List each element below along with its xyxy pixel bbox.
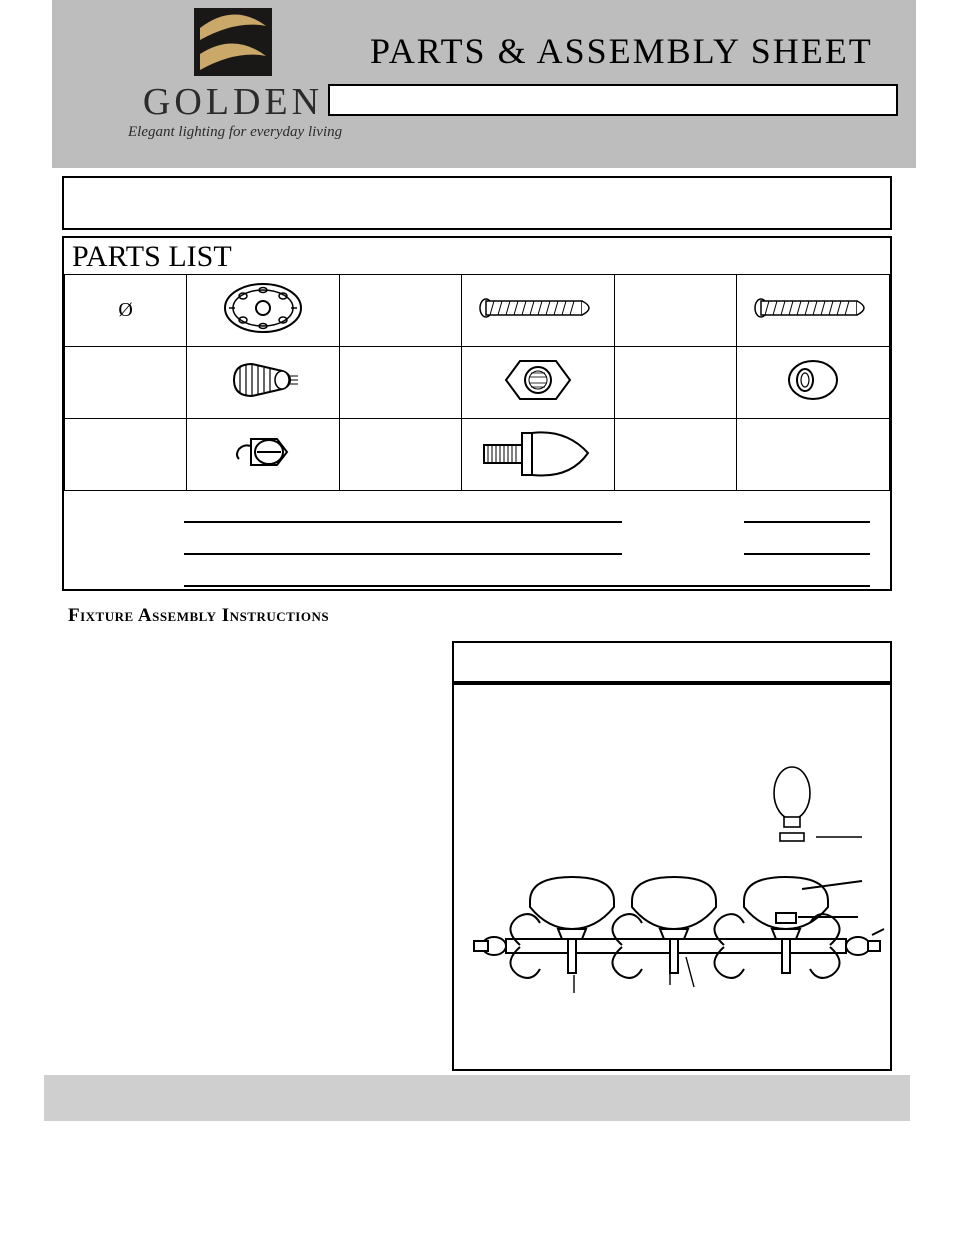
part-image-cell <box>462 347 615 419</box>
table-row <box>65 347 890 419</box>
header-band: GOLDEN Elegant lighting for everyday liv… <box>52 0 916 168</box>
parts-list-heading: PARTS LIST <box>64 238 890 274</box>
brand-logo: GOLDEN Elegant lighting for everyday liv… <box>128 8 338 141</box>
signature-line <box>184 521 622 523</box>
hex-nut-icon <box>502 355 574 405</box>
table-row: Ø <box>65 275 890 347</box>
parts-list-box: PARTS LIST Ø <box>62 236 892 591</box>
fixture-diagram-icon <box>454 685 890 1069</box>
qty-cell: Ø <box>65 275 187 347</box>
part-image-cell <box>462 275 615 347</box>
part-image-cell <box>462 419 615 491</box>
finial-bulb-icon <box>478 423 598 481</box>
qty-cell <box>614 347 736 419</box>
ground-screw-icon <box>231 429 295 475</box>
signature-lines-area <box>64 491 890 589</box>
model-number-box <box>328 84 898 116</box>
signature-line <box>744 553 870 555</box>
part-image-cell <box>187 419 340 491</box>
footer-band <box>44 1075 910 1121</box>
logo-mark-icon <box>194 8 272 76</box>
part-image-cell <box>187 275 340 347</box>
qty-cell <box>65 347 187 419</box>
part-image-cell <box>187 347 340 419</box>
diagram-title-box <box>452 641 892 683</box>
wire-nut-icon <box>224 358 302 402</box>
instructions-heading: Fixture Assembly Instructions <box>68 605 954 627</box>
fixture-diagram-box <box>452 683 892 1071</box>
logo-wordmark: GOLDEN <box>128 80 338 124</box>
notice-box <box>62 176 892 230</box>
qty-cell <box>614 419 736 491</box>
signature-line <box>744 521 870 523</box>
ball-cap-icon <box>783 357 843 403</box>
signature-line <box>184 553 622 555</box>
diagram-region <box>62 641 892 1071</box>
signature-line <box>184 585 870 587</box>
qty-cell <box>339 419 461 491</box>
part-image-cell <box>737 419 890 491</box>
logo-tagline: Elegant lighting for everyday living <box>128 124 338 141</box>
qty-cell <box>614 275 736 347</box>
table-row <box>65 419 890 491</box>
long-screw-icon <box>478 296 598 320</box>
long-screw-icon <box>753 296 873 320</box>
qty-cell <box>339 347 461 419</box>
page: GOLDEN Elegant lighting for everyday liv… <box>0 0 954 1121</box>
qty-cell <box>339 275 461 347</box>
part-image-cell <box>737 347 890 419</box>
qty-cell <box>65 419 187 491</box>
page-title: PARTS & ASSEMBLY SHEET <box>370 30 873 72</box>
parts-table: Ø <box>64 274 890 491</box>
part-image-cell <box>737 275 890 347</box>
mounting-bracket-icon <box>221 280 305 336</box>
